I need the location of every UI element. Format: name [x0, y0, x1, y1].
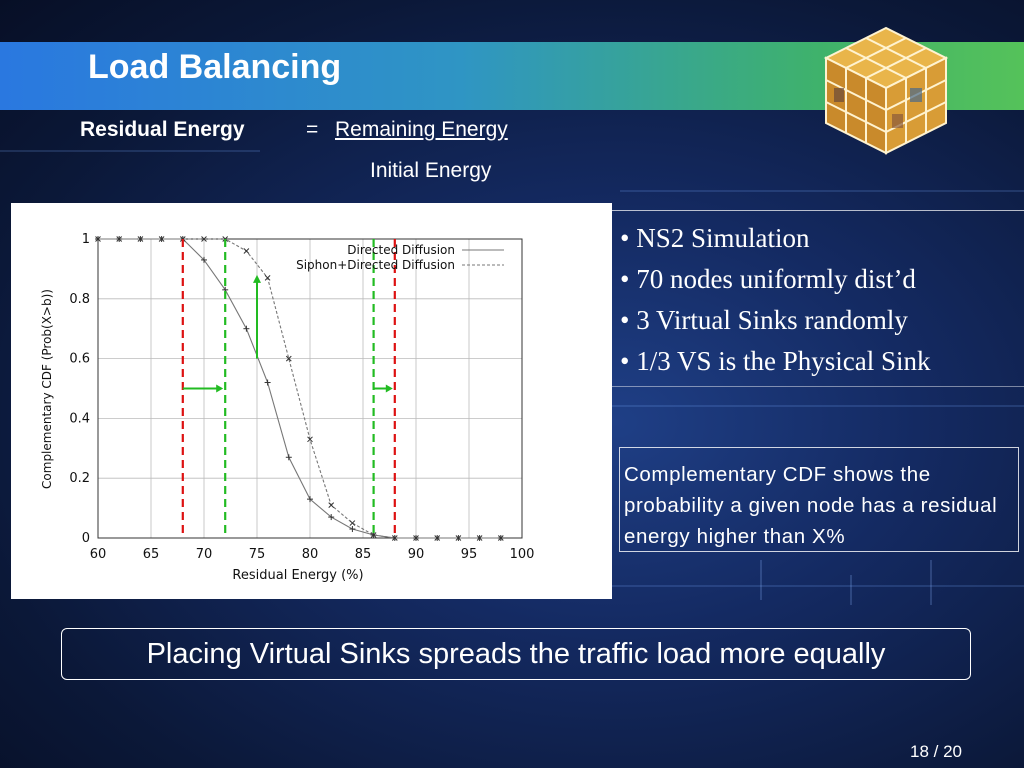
- x-tick-label: 60: [90, 547, 107, 562]
- bullet-item: • 70 nodes uniformly dist’d: [620, 264, 916, 294]
- data-point: [328, 502, 335, 508]
- data-point: [285, 454, 292, 461]
- formula-equals: =: [306, 118, 319, 141]
- page-number: 18 / 20: [910, 742, 962, 761]
- data-point: [116, 236, 123, 242]
- series-line-0: [98, 238, 501, 539]
- background-streak: [930, 560, 932, 605]
- data-point: [349, 520, 356, 526]
- series-line-1: [98, 238, 501, 539]
- y-tick-label: 0.4: [69, 411, 90, 426]
- slide-title: Load Balancing: [88, 48, 342, 86]
- legend-label: Siphon+Directed Diffusion: [296, 258, 455, 272]
- x-tick-label: 80: [302, 547, 319, 562]
- data-point: [307, 496, 313, 503]
- x-axis-label: Residual Energy (%): [232, 568, 363, 583]
- data-point: [497, 535, 504, 541]
- bullet-item: • 1/3 VS is the Physical Sink: [620, 346, 931, 376]
- formula-term: Residual Energy: [80, 118, 245, 141]
- data-point: [455, 535, 462, 541]
- data-point: [243, 248, 250, 254]
- note-text: Complementary CDF shows the probability …: [624, 463, 998, 548]
- data-point: [370, 532, 377, 538]
- x-tick-label: 95: [461, 547, 478, 562]
- chart-annotations: [181, 239, 396, 538]
- background-streak: [612, 585, 1024, 587]
- plot-frame: [97, 238, 523, 539]
- background-streak: [850, 575, 852, 605]
- y-tick-label: 0.2: [69, 471, 90, 486]
- data-point: [264, 379, 271, 386]
- chart-grid: [97, 238, 523, 539]
- photo-cube-logo: [823, 26, 949, 155]
- chart-axes: 60 65 70 75 80 85 90 95 100 0 0.2 0.4 0.6 0.8 1: [69, 232, 534, 562]
- y-axis-label: Complementary CDF (Prob(X>b)): [40, 289, 54, 489]
- data-point: [434, 535, 441, 541]
- data-point: [413, 535, 419, 541]
- data-point: [243, 325, 250, 332]
- formula-denominator: Initial Energy: [370, 159, 492, 182]
- shift-arrow-head: [385, 384, 393, 393]
- data-point: [349, 526, 356, 533]
- y-tick-label: 1: [82, 232, 90, 247]
- background-streak: [0, 150, 260, 152]
- note-box: Complementary CDF shows the probability …: [619, 447, 1019, 552]
- x-tick-label: 65: [143, 547, 160, 562]
- x-tick-label: 70: [196, 547, 213, 562]
- y-tick-label: 0.8: [69, 292, 90, 307]
- x-tick-label: 100: [510, 547, 535, 562]
- x-tick-label: 90: [408, 547, 425, 562]
- data-point: [285, 355, 292, 362]
- x-tick-label: 85: [355, 547, 372, 562]
- shift-arrow-head: [216, 384, 224, 393]
- ccdf-chart: 60 65 70 75 80 85 90 95 100 0 0.2 0.4 0.6 0.8 1 Direct…: [40, 232, 534, 583]
- rise-arrow-head: [253, 274, 261, 283]
- data-point: [476, 535, 483, 541]
- bullet-item: • 3 Virtual Sinks randomly: [620, 305, 908, 335]
- background-streak: [612, 405, 1024, 407]
- data-point: [307, 436, 313, 443]
- y-tick-label: 0.6: [69, 352, 90, 367]
- background-streak: [620, 190, 1024, 192]
- x-tick-label: 75: [249, 547, 266, 562]
- y-tick-label: 0: [82, 531, 90, 546]
- legend-label: Directed Diffusion: [347, 243, 455, 257]
- data-point: [158, 236, 165, 242]
- summary-box: Placing Virtual Sinks spreads the traffi…: [61, 628, 971, 680]
- data-point: [95, 236, 101, 242]
- bullet-list: • NS2 Simulation • 70 nodes uniformly di…: [612, 210, 1024, 387]
- bullet-item: • NS2 Simulation: [620, 223, 810, 253]
- data-point: [201, 236, 207, 242]
- summary-text: Placing Virtual Sinks spreads the traffi…: [146, 638, 886, 670]
- data-point: [137, 236, 144, 242]
- formula-numerator: Remaining Energy: [335, 118, 508, 141]
- data-point: [264, 275, 271, 281]
- data-point: [328, 514, 335, 521]
- data-point: [391, 535, 398, 541]
- data-point: [201, 256, 207, 263]
- chart-panel: 60 65 70 75 80 85 90 95 100 0 0.2 0.4 0.6 0.8 1 Direct…: [11, 203, 612, 599]
- background-streak: [760, 560, 762, 600]
- chart-series: [95, 236, 504, 541]
